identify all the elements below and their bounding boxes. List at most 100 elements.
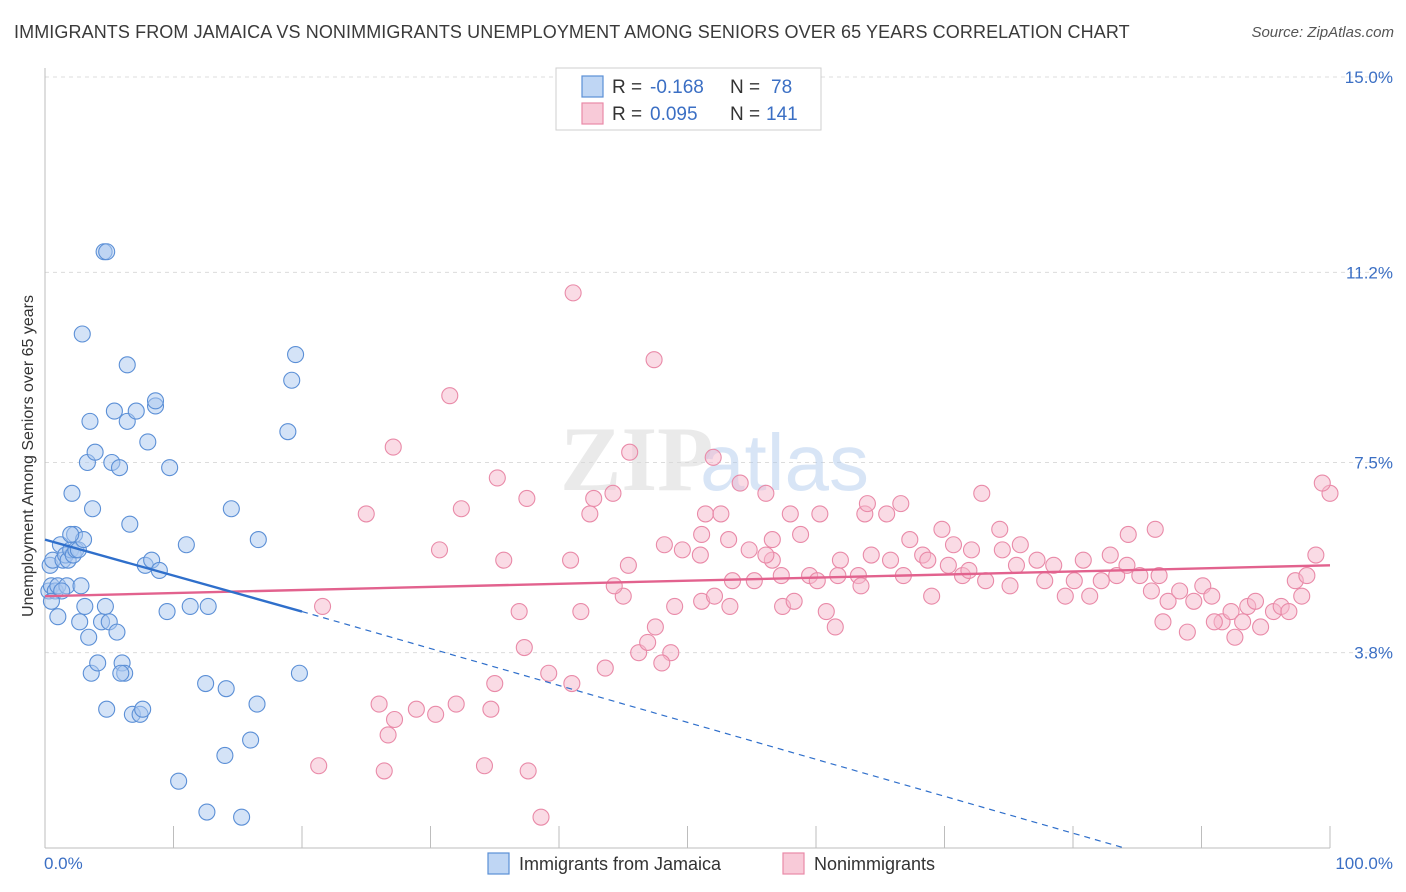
nonimmigrants-point-122 xyxy=(532,808,550,826)
nonimmigrants-point-22 xyxy=(892,495,910,513)
nonimmigrants-point-91 xyxy=(1293,587,1311,605)
nonimmigrants-point-105 xyxy=(653,654,671,672)
nonimmigrants-point-48 xyxy=(772,567,790,585)
nonimmigrants-point-113 xyxy=(447,695,465,713)
nonimmigrants-point-75 xyxy=(1150,567,1168,585)
nonimmigrants-point-33 xyxy=(763,531,781,549)
nonimmigrants-point-95 xyxy=(1313,474,1331,492)
nonimmigrants-point-97 xyxy=(1205,613,1223,631)
jamaica-point-58 xyxy=(222,500,240,518)
nonimmigrants-point-119 xyxy=(310,757,328,775)
nonimmigrants-point-127 xyxy=(639,633,657,651)
y-tick-label-1: 7.5% xyxy=(1354,454,1393,473)
nonimmigrants-point-70 xyxy=(1101,546,1119,564)
jamaica-point-25 xyxy=(80,628,98,646)
nonimmigrants-points xyxy=(310,284,1339,826)
jamaica-point-53 xyxy=(181,597,199,615)
nonimmigrants-point-5 xyxy=(704,448,722,466)
jamaica-point-27 xyxy=(89,654,107,672)
nonimmigrants-point-73 xyxy=(1131,567,1149,585)
legend-swatch-nonimmigrants xyxy=(581,102,604,125)
jamaica-point-20 xyxy=(81,412,99,430)
nonimmigrants-point-126 xyxy=(572,603,590,621)
nonimmigrants-point-76 xyxy=(1159,592,1177,610)
jamaica-trend-line xyxy=(44,538,303,613)
nonimmigrants-point-44 xyxy=(673,541,691,559)
nonimmigrants-point-102 xyxy=(666,597,684,615)
nonimmigrants-point-18 xyxy=(811,505,829,523)
nonimmigrants-point-110 xyxy=(515,638,533,657)
jamaica-point-30 xyxy=(98,700,116,718)
nonimmigrants-point-74 xyxy=(1142,582,1160,600)
x-tick-label-1: 100.0% xyxy=(1335,854,1393,873)
legend-box: R = -0.168 N = 78 R = 0.095 N = 141 xyxy=(555,67,822,131)
nonimmigrants-point-86 xyxy=(1252,618,1270,636)
nonimmigrants-point-3 xyxy=(384,438,402,456)
jamaica-point-23 xyxy=(71,613,89,631)
nonimmigrants-point-34 xyxy=(792,525,810,544)
jamaica-trend-extension xyxy=(301,610,1125,849)
nonimmigrants-point-82 xyxy=(1222,603,1240,621)
nonimmigrants-point-107 xyxy=(596,659,614,677)
nonimmigrants-point-39 xyxy=(944,536,963,554)
jamaica-point-18 xyxy=(63,484,81,502)
nonimmigrants-point-6 xyxy=(488,469,506,487)
nonimmigrants-point-136 xyxy=(785,592,803,610)
nonimmigrants-point-46 xyxy=(745,572,763,590)
nonimmigrants-point-51 xyxy=(829,567,847,585)
nonimmigrants-point-12 xyxy=(452,500,470,518)
nonimmigrants-point-140 xyxy=(923,587,941,605)
nonimmigrants-point-63 xyxy=(1036,572,1054,590)
nonimmigrants-point-24 xyxy=(991,520,1009,538)
nonimmigrants-point-92 xyxy=(1298,567,1316,585)
nonimmigrants-point-27 xyxy=(1119,525,1137,544)
nonimmigrants-point-17 xyxy=(781,505,799,523)
nonimmigrants-point-7 xyxy=(731,474,749,492)
nonimmigrants-point-23 xyxy=(973,484,991,502)
bottom-legend: Immigrants from Jamaica Nonimmigrants xyxy=(487,852,935,875)
nonimmigrants-point-96 xyxy=(1234,613,1252,631)
jamaica-point-57 xyxy=(217,680,235,698)
jamaica-point-66 xyxy=(287,346,305,364)
nonimmigrants-point-59 xyxy=(977,572,995,590)
jamaica-point-29 xyxy=(96,597,114,615)
chart-title: IMMIGRANTS FROM JAMAICA VS NONIMMIGRANTS… xyxy=(14,22,1130,42)
nonimmigrants-point-85 xyxy=(1246,592,1265,610)
jamaica-point-35 xyxy=(110,459,129,477)
nonimmigrants-point-117 xyxy=(379,726,397,744)
nonimmigrants-point-9 xyxy=(585,489,603,508)
nonimmigrants-point-0 xyxy=(564,284,582,302)
y-tick-labels: 3.8% 7.5% 11.2% 15.0% xyxy=(1345,68,1393,663)
jamaica-point-73 xyxy=(62,525,80,544)
jamaica-point-77 xyxy=(112,664,130,682)
jamaica-point-16 xyxy=(72,577,90,595)
nonimmigrants-point-123 xyxy=(375,762,393,780)
nonimmigrants-point-10 xyxy=(518,489,536,508)
legend-n-value-1: 78 xyxy=(771,77,792,98)
nonimmigrants-point-128 xyxy=(605,577,623,595)
nonimmigrants-point-93 xyxy=(1307,546,1325,564)
nonimmigrants-point-40 xyxy=(962,541,981,559)
nonimmigrants-point-43 xyxy=(619,556,637,574)
nonimmigrants-point-120 xyxy=(475,757,494,775)
nonimmigrants-point-16 xyxy=(712,505,730,523)
jamaica-point-43 xyxy=(134,700,152,718)
jamaica-point-52 xyxy=(177,536,195,554)
jamaica-point-64 xyxy=(279,423,297,441)
nonimmigrants-point-68 xyxy=(1081,587,1099,605)
jamaica-point-61 xyxy=(242,731,260,749)
nonimmigrants-point-67 xyxy=(1074,551,1092,569)
nonimmigrants-point-112 xyxy=(482,700,500,718)
nonimmigrants-point-80 xyxy=(1203,587,1221,605)
nonimmigrants-point-26 xyxy=(1146,520,1164,538)
nonimmigrants-point-130 xyxy=(655,536,673,554)
nonimmigrants-point-30 xyxy=(693,525,711,544)
nonimmigrants-point-4 xyxy=(621,443,639,461)
jamaica-point-60 xyxy=(233,808,251,826)
jamaica-point-55 xyxy=(198,803,216,821)
nonimmigrants-point-111 xyxy=(486,674,504,693)
nonimmigrants-point-20 xyxy=(858,495,876,513)
jamaica-point-69 xyxy=(98,243,116,261)
y-tick-label-2: 11.2% xyxy=(1346,263,1393,282)
jamaica-points xyxy=(40,243,308,826)
